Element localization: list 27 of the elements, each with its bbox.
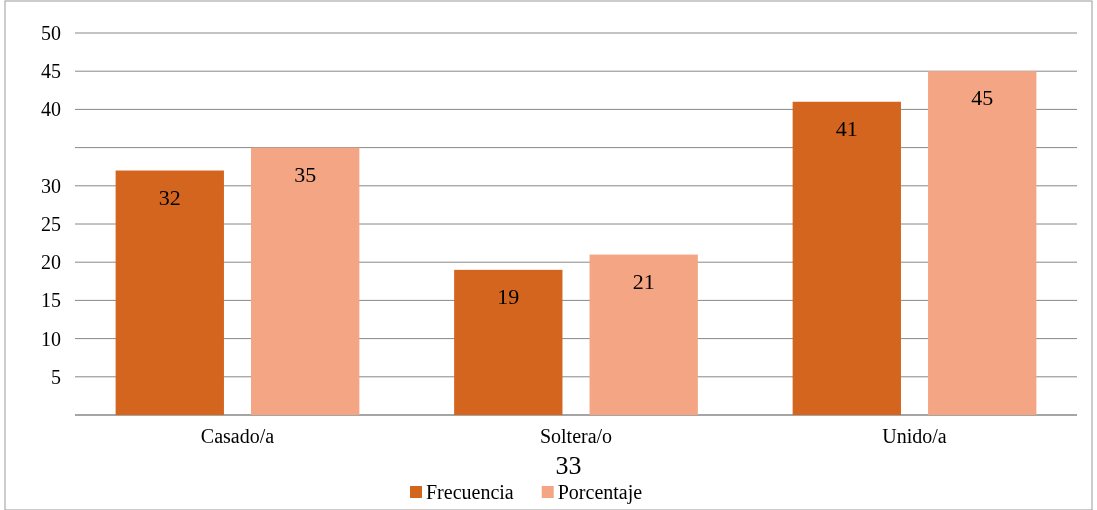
x-tick-label: Unido/a [882, 425, 947, 448]
y-tick-label: 30 [41, 174, 61, 197]
y-tick-label: 5 [51, 365, 61, 388]
y-tick-label: 10 [41, 327, 61, 350]
data-label: 21 [632, 268, 655, 294]
text: 33 [555, 451, 582, 480]
bar [251, 147, 360, 415]
bar [115, 170, 224, 415]
data-label: 32 [158, 184, 181, 210]
legend-label: Frecuencia [426, 481, 514, 503]
y-tick-label: 45 [41, 60, 61, 83]
x-tick-label: Casado/a [200, 425, 275, 448]
bar [928, 71, 1037, 415]
data-label: 35 [294, 161, 317, 187]
y-tick-label: 40 [41, 98, 61, 121]
data-label: 45 [971, 85, 994, 111]
data-label: 19 [497, 283, 520, 309]
bar [792, 101, 901, 415]
bar [589, 254, 698, 415]
y-tick-label: 25 [41, 212, 61, 235]
data-label: 41 [835, 115, 858, 141]
y-tick-label: 15 [41, 289, 61, 312]
bar [454, 269, 563, 415]
x-tick-label: Soltera/o [539, 425, 613, 448]
legend-label: Porcentaje [557, 481, 643, 504]
y-tick-label: 50 [41, 21, 61, 44]
y-tick-label: 20 [41, 251, 61, 274]
